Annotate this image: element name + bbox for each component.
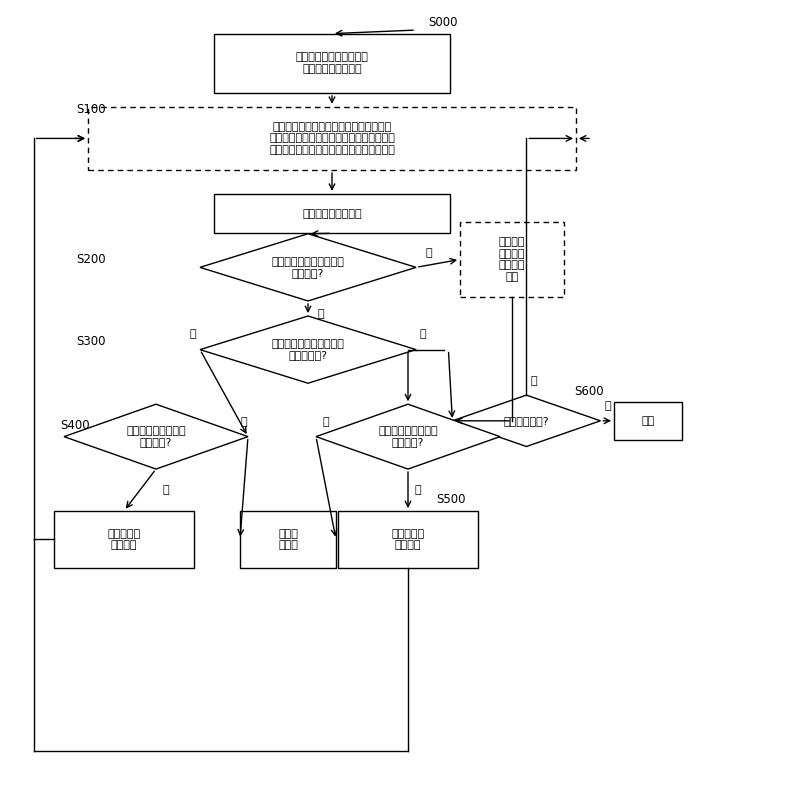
Text: S100: S100 [76,103,106,115]
Text: 是: 是 [162,485,169,495]
Text: 是: 是 [530,376,537,385]
Text: 否: 否 [241,417,247,427]
Bar [54,511,194,568]
Bar [240,511,336,568]
Text: 提示错
误信息: 提示错 误信息 [278,528,298,551]
Text: 是: 是 [426,248,432,258]
Text: S200: S200 [76,253,106,266]
Polygon shape [64,404,248,469]
Text: 数字信号的强度是否超过
预定上限值?: 数字信号的强度是否超过 预定上限值? [271,339,345,361]
Bar [214,33,450,93]
Text: 是否继续测量?: 是否继续测量? [503,416,550,426]
Text: S600: S600 [574,385,604,398]
Bar [338,511,478,568]
Bar [460,221,564,297]
Text: 数字信号的强度是否在预
定范围内?: 数字信号的强度是否在预 定范围内? [271,256,345,278]
Text: 否: 否 [420,329,426,339]
Text: 结束: 结束 [642,416,654,426]
Text: S300: S300 [76,335,106,348]
Polygon shape [200,234,416,301]
Text: 单片机初始化，设定限流
电阻的阻值为初始值: 单片机初始化，设定限流 电阻的阻值为初始值 [295,52,369,74]
Polygon shape [453,395,601,446]
Text: 单片机接收数字信号: 单片机接收数字信号 [302,209,362,218]
Text: S500: S500 [436,494,466,506]
Text: 否: 否 [605,401,611,411]
Text: 调小限流电
阻的阻值: 调小限流电 阻的阻值 [391,528,425,551]
Text: 否: 否 [322,417,330,427]
Text: 限流电阻的阻值是否
可以调大?: 限流电阻的阻值是否 可以调大? [126,426,186,448]
Text: 根据数字
信号计算
得到血氧
数据: 根据数字 信号计算 得到血氧 数据 [498,237,526,282]
Text: 是: 是 [414,485,421,495]
Text: S400: S400 [60,419,90,432]
Text: 限流电阻的阻值是否
可以调小?: 限流电阻的阻值是否 可以调小? [378,426,438,448]
Bar [614,402,682,440]
Bar [214,194,450,233]
Text: S000: S000 [428,16,458,28]
Polygon shape [316,404,500,469]
Text: 是: 是 [190,329,196,339]
Bar [88,107,576,170]
Text: 否: 否 [318,308,324,319]
Text: 调大限流电
阻的阻值: 调大限流电 阻的阻值 [107,528,141,551]
Text: 发光管控制电路控制发光管发射入射光，
光敏管接收入射光经过生命体后的透射光，
并将透射光转换为数字信号后发送给单片机: 发光管控制电路控制发光管发射入射光， 光敏管接收入射光经过生命体后的透射光， 并… [269,122,395,155]
Polygon shape [200,316,416,383]
